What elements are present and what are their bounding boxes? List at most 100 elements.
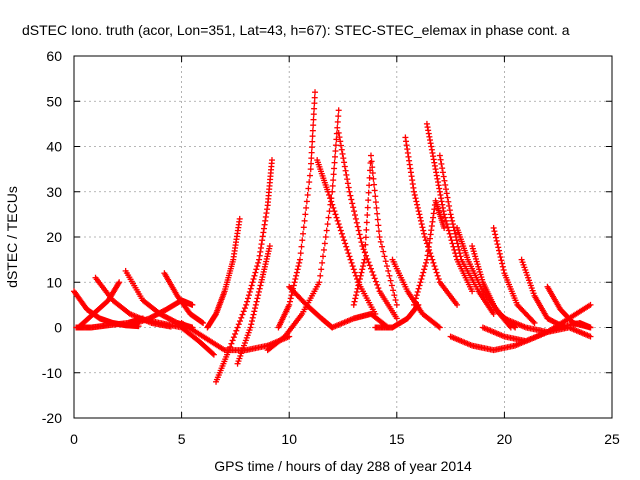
data-point bbox=[252, 269, 259, 276]
data-point bbox=[334, 124, 341, 131]
data-point bbox=[232, 330, 239, 337]
data-point bbox=[421, 266, 428, 273]
data-point bbox=[454, 301, 461, 308]
data-point bbox=[420, 269, 427, 276]
data-point bbox=[365, 189, 372, 196]
data-point bbox=[306, 172, 313, 179]
data-point bbox=[338, 146, 345, 153]
data-point bbox=[323, 227, 330, 234]
data-point bbox=[335, 129, 342, 136]
data-point bbox=[359, 243, 366, 250]
data-point bbox=[374, 216, 381, 223]
data-point bbox=[324, 188, 331, 195]
data-point bbox=[342, 167, 349, 174]
data-point bbox=[336, 224, 343, 231]
data-point bbox=[296, 259, 303, 266]
data-point bbox=[428, 253, 435, 260]
data-point bbox=[383, 263, 390, 270]
data-point bbox=[361, 249, 368, 256]
data-point bbox=[366, 262, 373, 269]
data-point bbox=[355, 227, 362, 234]
data-point bbox=[393, 301, 400, 308]
data-point bbox=[327, 195, 334, 202]
y-tick-label: 40 bbox=[46, 139, 62, 155]
data-point bbox=[294, 266, 301, 273]
data-point bbox=[334, 217, 341, 224]
data-point bbox=[247, 285, 254, 292]
data-point bbox=[441, 177, 448, 184]
data-point bbox=[386, 272, 393, 279]
data-point bbox=[324, 221, 331, 228]
data-point bbox=[453, 237, 460, 244]
data-points bbox=[71, 89, 594, 385]
data-point bbox=[377, 238, 384, 245]
data-point bbox=[362, 234, 369, 241]
data-point bbox=[419, 224, 426, 231]
data-point bbox=[418, 276, 425, 283]
data-point bbox=[291, 279, 298, 286]
data-point bbox=[251, 272, 258, 279]
data-point bbox=[292, 276, 299, 283]
tick-labels: 0 5 10 15 20 25 -20 -10 0 10 20 30 40 50 60 bbox=[42, 48, 620, 447]
data-point bbox=[362, 241, 369, 248]
data-point bbox=[245, 295, 252, 302]
data-point bbox=[415, 285, 422, 292]
data-point bbox=[343, 171, 350, 178]
data-point bbox=[309, 133, 316, 140]
data-point bbox=[308, 144, 315, 151]
data-point bbox=[256, 285, 263, 292]
data-point bbox=[335, 221, 342, 228]
data-point bbox=[452, 230, 459, 237]
data-point bbox=[443, 190, 450, 197]
data-point bbox=[371, 275, 378, 282]
data-point bbox=[349, 263, 356, 270]
data-point bbox=[507, 324, 514, 331]
data-point bbox=[331, 208, 338, 215]
data-point bbox=[317, 272, 324, 279]
data-point bbox=[300, 224, 307, 231]
data-point bbox=[414, 204, 421, 211]
data-point bbox=[243, 301, 250, 308]
data-point bbox=[423, 259, 430, 266]
data-point bbox=[293, 272, 300, 279]
data-point bbox=[413, 292, 420, 299]
data-point bbox=[329, 201, 336, 208]
data-point bbox=[330, 171, 337, 178]
data-point bbox=[351, 298, 358, 305]
data-point bbox=[255, 259, 262, 266]
data-point bbox=[301, 217, 308, 224]
data-point bbox=[447, 211, 454, 218]
data-point bbox=[332, 211, 339, 218]
data-point bbox=[287, 295, 294, 302]
data-point bbox=[440, 173, 447, 180]
data-point bbox=[210, 351, 217, 358]
data-point bbox=[332, 153, 339, 160]
data-point bbox=[371, 187, 378, 194]
data-point bbox=[469, 288, 476, 295]
data-point bbox=[456, 250, 463, 257]
data-point bbox=[506, 323, 513, 330]
data-point bbox=[370, 175, 377, 182]
data-point bbox=[366, 174, 373, 181]
data-point bbox=[336, 134, 343, 141]
data-point bbox=[436, 324, 443, 331]
data-point bbox=[374, 210, 381, 217]
data-point bbox=[342, 240, 349, 247]
data-point bbox=[341, 237, 348, 244]
data-point bbox=[417, 217, 424, 224]
data-point bbox=[299, 237, 306, 244]
data-point bbox=[353, 288, 360, 295]
data-point bbox=[350, 204, 357, 211]
data-point bbox=[381, 253, 388, 260]
data-point bbox=[382, 258, 389, 265]
data-point bbox=[303, 198, 310, 205]
data-point bbox=[328, 198, 335, 205]
data-point bbox=[308, 155, 315, 162]
data-point bbox=[390, 287, 397, 294]
data-point bbox=[373, 204, 380, 211]
data-point bbox=[445, 227, 452, 234]
data-point bbox=[302, 211, 309, 218]
data-point bbox=[422, 237, 429, 244]
data-point bbox=[233, 327, 240, 334]
